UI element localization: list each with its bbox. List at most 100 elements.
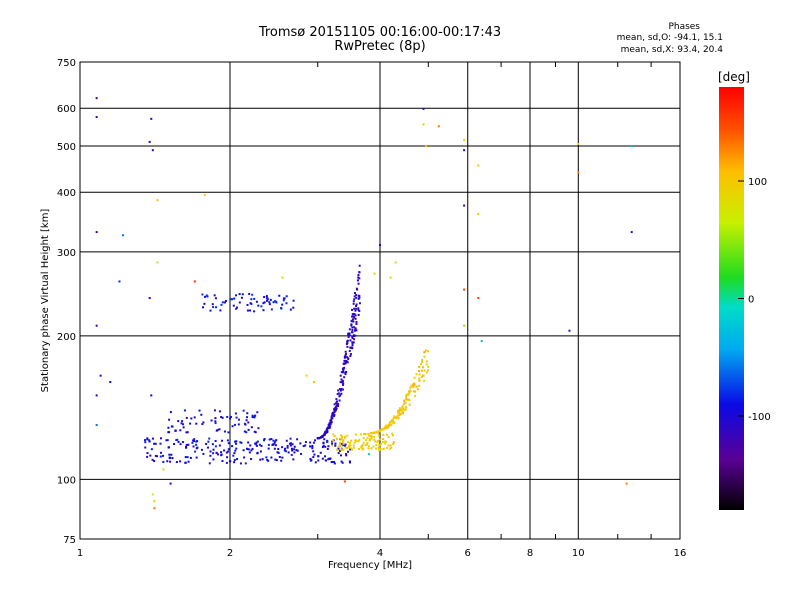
data-point [229,417,232,420]
data-point [246,412,249,415]
data-point [417,388,420,391]
data-point [302,445,305,448]
data-point [201,423,204,426]
data-point [341,371,344,374]
data-point [352,315,355,318]
data-point [263,301,266,304]
data-point [331,414,334,417]
data-point [477,213,480,216]
data-point [418,377,421,380]
data-point [351,328,354,331]
data-point [463,204,466,207]
data-point [268,438,271,441]
data-point [357,307,360,310]
data-point [361,443,364,446]
data-point [370,447,373,450]
data-point [373,438,376,441]
data-point [221,439,224,442]
colorbar-unit-label: [deg] [718,70,750,84]
data-point [422,107,425,110]
data-point [280,307,283,310]
data-point [227,450,230,453]
data-point [118,280,121,283]
data-point [207,446,210,449]
data-point [146,438,149,441]
data-point [376,441,379,444]
data-point [340,442,343,445]
data-point [388,423,391,426]
data-point [411,383,414,386]
data-point [377,434,380,437]
data-point [355,322,358,325]
data-point [249,444,252,447]
data-point [324,459,327,462]
data-point [387,444,390,447]
data-point [321,446,324,449]
data-point [400,412,403,415]
data-point [357,274,360,277]
data-point [404,401,407,404]
data-point [187,443,190,446]
data-point [257,427,260,430]
plot-frame [79,61,681,540]
data-point [341,383,344,386]
data-point [336,393,339,396]
data-point [193,438,196,441]
data-point [237,423,240,426]
data-point [343,366,346,369]
data-point [233,459,236,462]
data-point [286,446,289,449]
data-point [333,410,336,413]
data-point [341,381,344,384]
data-point [338,395,341,398]
data-point [336,400,339,403]
data-point [373,272,376,275]
data-point [206,295,209,298]
data-point [271,443,274,446]
data-point [408,389,411,392]
data-point [353,316,356,319]
data-point [373,435,376,438]
data-point [352,444,355,447]
data-point [314,461,317,464]
data-point [239,441,242,444]
data-point [344,453,347,456]
data-point [174,429,177,432]
data-point [256,440,259,443]
data-point [168,453,171,456]
data-point [351,315,354,318]
data-point [202,452,205,455]
data-point [333,462,336,465]
data-point [191,441,194,444]
data-point [325,429,328,432]
data-point [417,369,420,372]
data-point [224,430,227,433]
data-point [233,461,236,464]
y-tick-label: 200 [57,332,76,343]
data-point [231,445,234,448]
data-point [377,432,380,435]
data-point [402,410,405,413]
data-point [268,303,271,306]
data-point [355,303,358,306]
data-point [327,445,330,448]
data-point [273,447,276,450]
data-point [235,294,238,297]
data-point [269,298,272,301]
data-point [234,440,237,443]
data-point [287,451,290,454]
data-point [189,422,192,425]
data-point [233,452,236,455]
data-point [175,461,178,464]
data-point [349,441,352,444]
data-point [228,460,231,463]
data-point [367,433,370,436]
data-point [327,423,330,426]
data-point [285,295,288,298]
data-point [351,344,354,347]
data-point [268,301,271,304]
data-point [340,446,343,449]
data-point [351,331,354,334]
data-point [291,449,294,452]
data-point [213,294,216,297]
